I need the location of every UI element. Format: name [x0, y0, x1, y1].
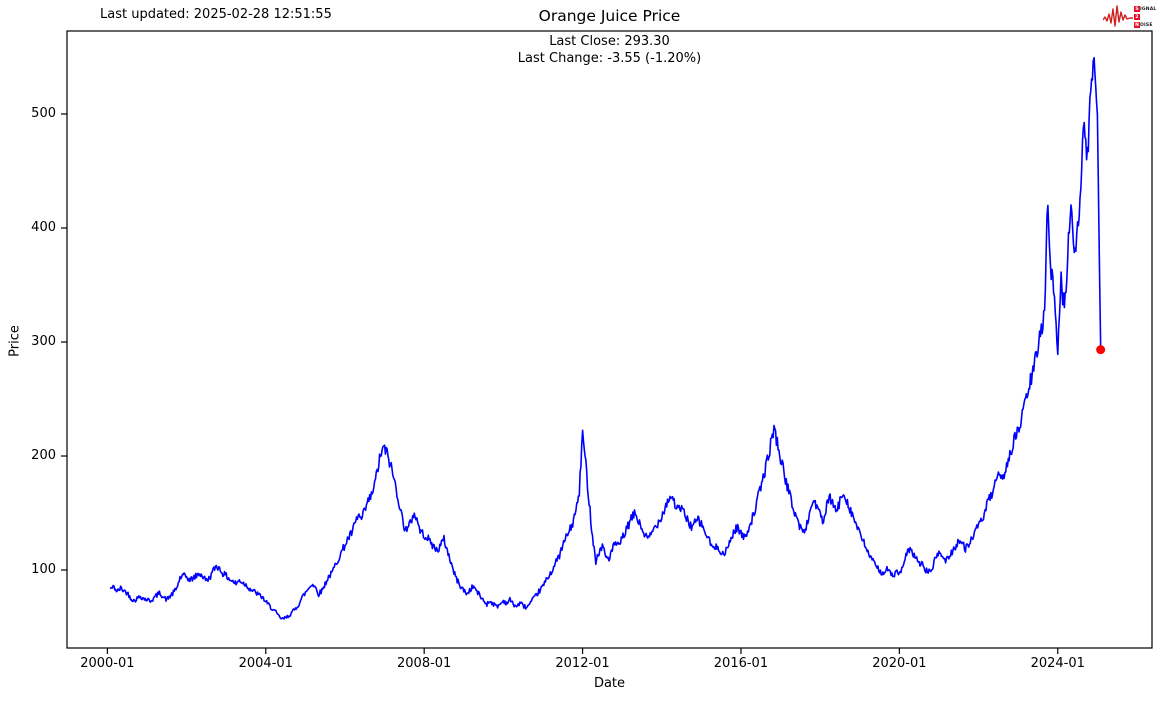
y-tick-label: 400 — [31, 220, 56, 235]
logo-badge-2: 2 — [1134, 14, 1140, 20]
last-close-subtitle: Last Close: 293.30 — [549, 34, 670, 49]
y-tick-label: 100 — [31, 562, 56, 578]
y-tick-label: 300 — [31, 334, 56, 349]
y-axis-label: Price — [7, 325, 23, 357]
last-price-marker — [1096, 345, 1106, 355]
x-tick-label: 2012-01 — [555, 656, 610, 671]
logo-line-signal: S IGNAL — [1134, 6, 1157, 12]
x-tick-label: 2024-01 — [1030, 656, 1085, 671]
x-tick-label: 2000-01 — [80, 656, 135, 671]
logo-text: S IGNAL 2 N OISE — [1134, 6, 1156, 29]
x-tick-label: 2008-01 — [397, 656, 452, 671]
logo-line-2: 2 — [1134, 14, 1156, 21]
logo-line-noise: N OISE — [1134, 22, 1153, 28]
waveform-icon — [1103, 5, 1133, 27]
x-axis-label: Date — [593, 676, 626, 691]
logo-badge-n: N — [1134, 22, 1140, 28]
x-tick-label: 2016-01 — [713, 656, 769, 671]
last-updated-text: Last updated: 2025-02-28 12:51:55 — [100, 7, 332, 22]
plot-border — [66, 30, 1153, 649]
y-tick-label: 500 — [31, 105, 56, 121]
price-series-line — [109, 56, 1102, 620]
y-tick-label: 200 — [31, 448, 56, 463]
x-tick-label: 2020-01 — [872, 656, 927, 671]
chart-title: Orange Juice Price — [538, 7, 681, 25]
logo-badge-s: S — [1134, 6, 1140, 12]
x-tick-label: 2004-01 — [238, 656, 293, 671]
signal2noise-logo: S IGNAL 2 N OISE — [1103, 2, 1159, 32]
last-change-subtitle: Last Change: -3.55 (-1.20%) — [517, 51, 702, 66]
